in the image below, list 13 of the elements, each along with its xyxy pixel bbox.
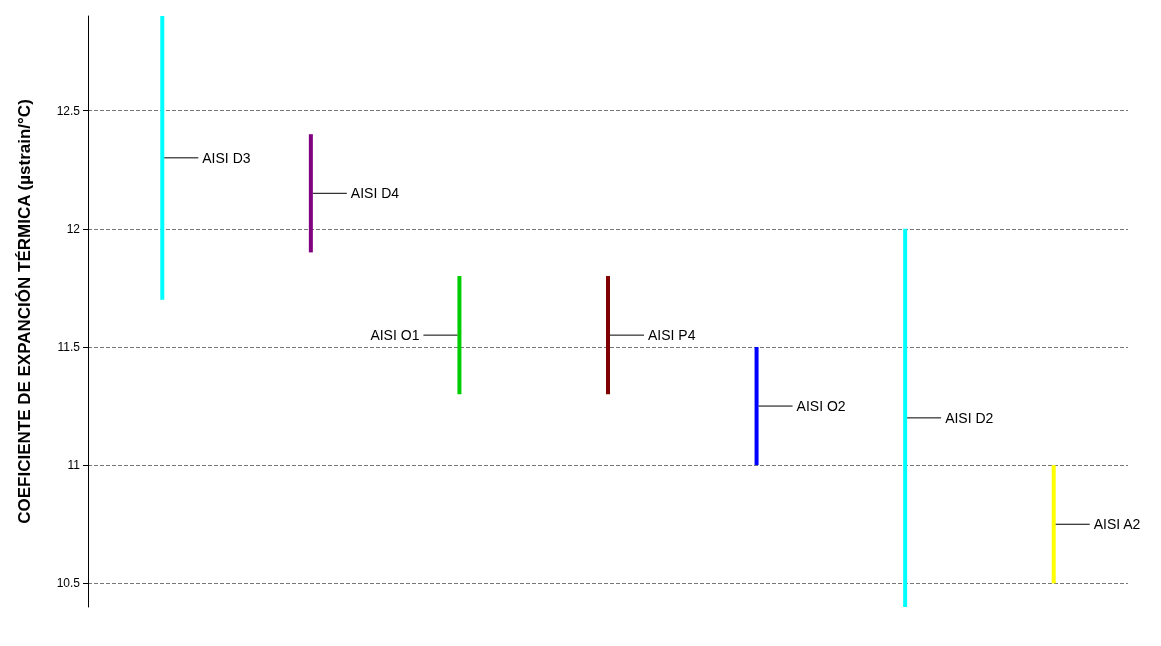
text: AISI D3: [202, 149, 251, 166]
y-tick-label: 12: [66, 221, 81, 236]
y-tick-label: 10.5: [56, 576, 81, 591]
text: AISI A2: [1093, 516, 1141, 533]
text: AISI D2: [945, 409, 994, 426]
y-axis-title: COEFICIENTE DE EXPANCIÓN TÉRMICA (µstrain/°C): [15, 99, 34, 524]
y-tick-label: 12.5: [56, 103, 81, 118]
text: AISI O1: [370, 327, 420, 344]
text: AISI O2: [796, 398, 846, 415]
y-tick-label: 11.5: [57, 339, 81, 354]
text: AISI D4: [350, 185, 400, 202]
text: AISI P4: [648, 327, 696, 344]
y-tick-label: 11: [67, 458, 81, 473]
